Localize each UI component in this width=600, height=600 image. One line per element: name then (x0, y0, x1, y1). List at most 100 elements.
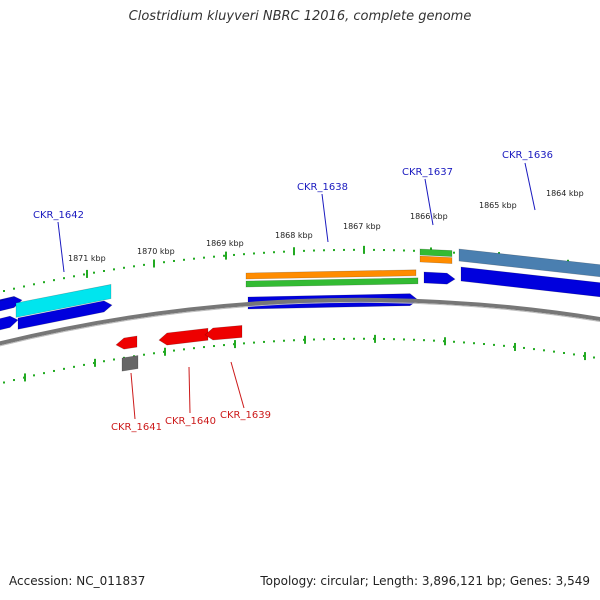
gene-label: CKR_1638 (297, 182, 348, 193)
tick-label: 1869 kbp (206, 239, 244, 248)
orange-feature (419, 255, 453, 264)
gene-leader-line (188, 366, 191, 414)
tick-dot (293, 339, 295, 342)
major-tick (363, 245, 365, 254)
tick-labels: 1871 kbp 1870 kbp 1869 kbp 1868 kbp 1867 kbp… (68, 189, 584, 263)
tick-dot (403, 249, 405, 252)
tick-label: 1866 kbp (410, 212, 448, 221)
tick-dot (273, 340, 275, 343)
tick-dot (543, 349, 545, 352)
major-tick (293, 247, 295, 256)
tick-dot (413, 249, 415, 252)
tick-dot (43, 372, 45, 375)
backbone-line (0, 297, 600, 346)
gene-label: CKR_1636 (502, 150, 553, 161)
tick-dot (13, 379, 15, 382)
tick-dot (433, 339, 435, 342)
features (0, 248, 600, 372)
accession-label: Accession: NC_011837 (9, 574, 146, 588)
tick-dot (333, 249, 335, 252)
major-tick (234, 340, 236, 349)
gene-leader-line (524, 162, 536, 211)
gene-label: CKR_1640 (165, 416, 216, 427)
tick-dot (103, 360, 105, 363)
gene-leader-line (57, 221, 65, 273)
gene-labels: CKR_1642 CKR_1638 CKR_1637 CKR_1636 CKR_1641… (33, 150, 553, 433)
tick-dot (13, 287, 15, 290)
tick-dot (253, 341, 255, 344)
tick-dot (163, 261, 165, 264)
tick-dot (283, 250, 285, 253)
tick-dot (313, 338, 315, 341)
tick-dot (223, 254, 225, 257)
reverse-cds (204, 325, 243, 341)
tick-dot (553, 350, 555, 353)
tick-dot (343, 337, 345, 340)
tick-dot (593, 356, 595, 359)
tick-dot (363, 337, 365, 340)
major-tick (153, 259, 155, 268)
tick-dot (393, 249, 395, 252)
tick-label: 1871 kbp (68, 254, 106, 263)
tick-dot (33, 283, 35, 286)
gene-label: CKR_1641 (111, 422, 162, 433)
forward-cds (0, 315, 19, 331)
tick-dot (173, 349, 175, 352)
tick-dot (303, 249, 305, 252)
tick-dot (223, 344, 225, 347)
tick-dot (3, 290, 5, 293)
tick-dot (173, 259, 175, 262)
tick-dot (143, 353, 145, 356)
tick-dot (353, 337, 355, 340)
gene-leader-line (424, 178, 434, 226)
gene-leader-line (130, 372, 136, 420)
genome-summary: Topology: circular; Length: 3,896,121 bp… (260, 574, 590, 588)
tick-dot (413, 338, 415, 341)
tick-dot (203, 346, 205, 349)
major-tick (584, 352, 586, 361)
tick-dot (243, 342, 245, 345)
tick-dot (153, 352, 155, 355)
gene-label: CKR_1637 (402, 167, 453, 178)
tick-dot (573, 353, 575, 356)
tick-dot (243, 253, 245, 256)
tick-dot (73, 365, 75, 368)
tick-dot (283, 339, 285, 342)
tick-dot (213, 255, 215, 258)
green-feature (245, 277, 419, 288)
tick-dot (263, 340, 265, 343)
tick-dot (53, 369, 55, 372)
tick-dot (193, 257, 195, 260)
tick-dot (203, 256, 205, 259)
tick-label: 1868 kbp (275, 231, 313, 240)
tick-dot (23, 285, 25, 288)
gray-feature (121, 355, 139, 372)
tick-dot (393, 338, 395, 341)
tick-dot (253, 252, 255, 255)
major-tick (304, 335, 306, 344)
tick-dot (53, 279, 55, 282)
major-tick (374, 334, 376, 343)
tick-dot (503, 344, 505, 347)
reverse-cds (158, 327, 209, 346)
gene-leader-line (321, 193, 329, 243)
tick-dot (423, 339, 425, 342)
tick-dot (333, 338, 335, 341)
tick-dot (533, 348, 535, 351)
forward-cds (0, 295, 23, 312)
cyan-feature (0, 297, 15, 302)
tick-dot (43, 281, 45, 284)
tick-label: 1867 kbp (343, 222, 381, 231)
tick-dot (33, 374, 35, 377)
tick-dot (103, 269, 105, 272)
gene-label: CKR_1642 (33, 210, 84, 221)
major-tick (514, 342, 516, 351)
tick-dot (353, 248, 355, 251)
tick-dot (453, 251, 455, 254)
reverse-cds (115, 335, 138, 350)
tick-dot (323, 249, 325, 252)
tick-dot (183, 258, 185, 261)
tick-dot (93, 271, 95, 274)
major-tick (225, 251, 227, 260)
